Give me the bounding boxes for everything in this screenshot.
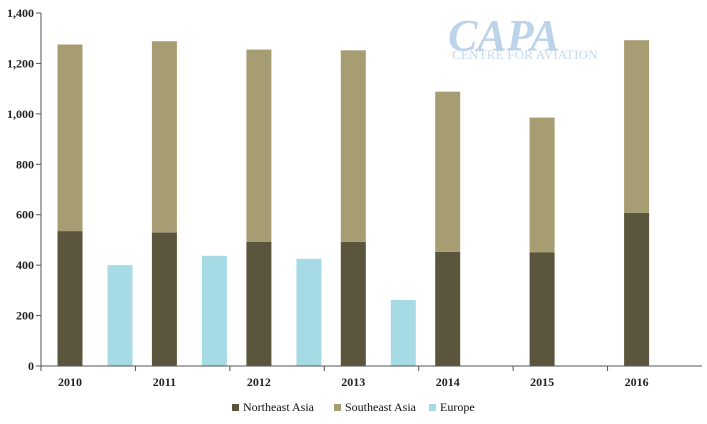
bar-europe-2011	[201, 255, 227, 366]
x-tick-label-2011: 2011	[153, 375, 176, 389]
bar-europe-2012	[296, 258, 322, 366]
y-tick-label: 1,000	[7, 107, 34, 121]
bar-southeast-asia-2016	[624, 40, 650, 213]
legend-swatch	[334, 404, 341, 411]
logo-tagline-text: CENTRE FOR AVIATION	[452, 47, 598, 62]
plot-area	[57, 40, 650, 366]
bar-southeast-asia-2015	[529, 117, 555, 253]
x-tick-label-2012: 2012	[247, 375, 271, 389]
y-tick-label: 200	[16, 309, 34, 323]
legend-swatch	[232, 404, 239, 411]
bar-northeast-asia-2013	[340, 241, 366, 366]
legend-label: Europe	[440, 400, 475, 414]
bar-southeast-asia-2014	[435, 91, 461, 252]
y-tick-label: 1,400	[7, 6, 34, 20]
y-tick-label: 800	[16, 157, 34, 171]
x-tick-label-2014: 2014	[436, 375, 460, 389]
bar-southeast-asia-2010	[57, 44, 83, 232]
bar-europe-2013	[390, 299, 416, 366]
bar-southeast-asia-2012	[246, 49, 272, 242]
legend: Northeast Asia Southeast Asia Europe	[232, 400, 475, 414]
bar-northeast-asia-2010	[57, 231, 83, 366]
y-tick-label: 600	[16, 208, 34, 222]
y-tick-label: 400	[16, 258, 34, 272]
legend-label: Southeast Asia	[345, 400, 417, 414]
bar-northeast-asia-2014	[435, 251, 461, 366]
bar-northeast-asia-2016	[624, 212, 650, 366]
bar-southeast-asia-2013	[340, 50, 366, 242]
x-tick-label-2015: 2015	[530, 375, 554, 389]
legend-label: Northeast Asia	[243, 400, 315, 414]
x-tick-label-2016: 2016	[625, 375, 649, 389]
y-tick-label: 1,200	[7, 56, 34, 70]
logo-brand-text: CAPA	[448, 11, 560, 60]
y-tick-label: 0	[28, 359, 34, 373]
bar-southeast-asia-2011	[151, 41, 177, 233]
legend-item-europe: Europe	[429, 400, 475, 414]
bar-northeast-asia-2012	[246, 241, 272, 366]
legend-swatch	[429, 404, 436, 411]
capa-logo: CAPA CENTRE FOR AVIATION	[448, 11, 598, 62]
bar-northeast-asia-2015	[529, 252, 555, 366]
legend-item-southeast-asia: Southeast Asia	[334, 400, 417, 414]
legend-item-northeast-asia: Northeast Asia	[232, 400, 315, 414]
bar-europe-2010	[107, 265, 133, 366]
x-tick-label-2010: 2010	[58, 375, 82, 389]
axes: 2010 2011 2012 2013 2014 2015 2016 0 200 400 600 80…	[7, 6, 702, 389]
bar-northeast-asia-2011	[151, 232, 177, 366]
x-tick-label-2013: 2013	[341, 375, 365, 389]
